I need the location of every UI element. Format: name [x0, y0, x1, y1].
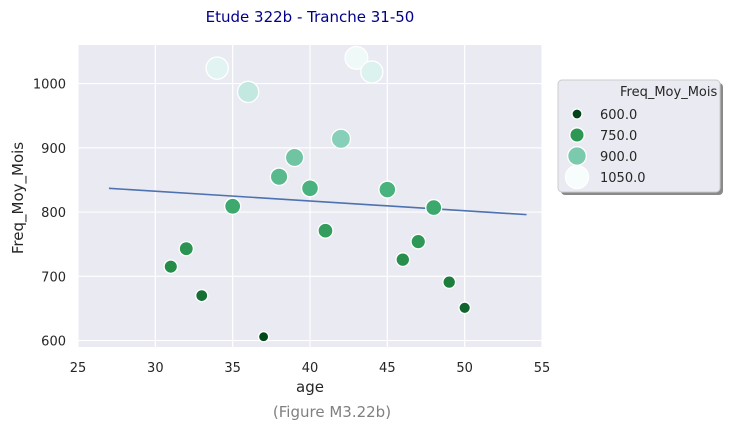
scatter-point — [395, 252, 411, 268]
x-tick-label: 50 — [456, 361, 473, 376]
y-tick-label: 700 — [41, 270, 66, 285]
scatter-point — [458, 301, 472, 315]
y-tick-label: 600 — [41, 335, 66, 350]
scatter-point — [317, 222, 334, 239]
x-tick-labels: 25 30 35 40 45 50 55 — [70, 361, 551, 376]
scatter-point — [330, 128, 352, 149]
y-tick-labels: 600 700 800 900 1000 — [33, 78, 66, 350]
scatter-point — [360, 60, 384, 84]
data-points — [163, 45, 472, 343]
y-tick-label: 900 — [41, 142, 66, 157]
figure-caption: (Figure M3.22b) — [273, 403, 391, 421]
scatter-point — [178, 240, 194, 257]
legend-label: 600.0 — [600, 108, 637, 123]
chart-title: Etude 322b - Tranche 31-50 — [206, 8, 415, 26]
scatter-point — [236, 80, 260, 104]
scatter-point — [163, 259, 179, 274]
x-tick-label: 35 — [224, 361, 241, 376]
scatter-point — [378, 180, 397, 199]
legend-marker — [567, 146, 587, 166]
legend-label: 750.0 — [600, 129, 637, 144]
y-axis-label: Freq_Moy_Mois — [9, 142, 28, 254]
legend-label: 1050.0 — [600, 171, 646, 186]
legend-title: Freq_Moy_Mois — [620, 85, 717, 100]
scatter-point — [269, 167, 289, 187]
x-tick-label: 40 — [302, 361, 319, 376]
trend-line — [108, 187, 527, 216]
scatter-point — [442, 275, 457, 290]
x-axis-label: age — [296, 378, 324, 396]
legend-box — [557, 79, 721, 193]
legend-marker — [571, 108, 583, 120]
legend-label: 900.0 — [600, 150, 637, 165]
scatter-point — [410, 233, 427, 250]
legend-marker — [564, 164, 590, 190]
y-tick-label: 1000 — [33, 78, 66, 93]
scatter-point — [300, 179, 320, 198]
scatter-point — [223, 197, 242, 215]
x-tick-label: 45 — [379, 361, 396, 376]
scatter-point — [257, 330, 270, 343]
legend-marker — [569, 127, 585, 143]
x-tick-label: 55 — [534, 361, 551, 376]
scatter-point — [205, 56, 229, 80]
y-tick-label: 800 — [41, 206, 66, 221]
scatter-point — [344, 45, 369, 70]
scatter-point — [284, 147, 305, 168]
scatter-point — [425, 198, 443, 217]
x-tick-label: 25 — [70, 361, 87, 376]
legend: Freq_Moy_Mois 600.0 750.0 900.0 1050.0 — [557, 79, 723, 195]
x-tick-label: 30 — [147, 361, 164, 376]
scatter-point — [195, 288, 209, 303]
